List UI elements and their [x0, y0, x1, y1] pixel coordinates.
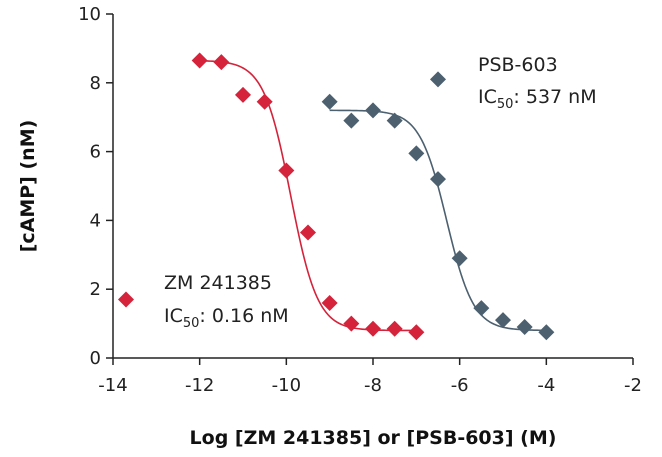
- zm241385-ic50-value: : 0.16 nM: [199, 305, 288, 327]
- y-tick-label: 8: [90, 73, 101, 94]
- x-tick-label: -2: [624, 375, 642, 396]
- x-ticks: -14 -12 -10 -8 -6 -4 -2: [98, 358, 642, 396]
- psb603-legend-name: PSB-603: [478, 54, 558, 76]
- x-tick-label: -6: [451, 375, 469, 396]
- psb603-ic50-prefix: IC: [478, 86, 497, 108]
- data-point-zm241385: [365, 320, 381, 337]
- legend-marker-psb603: [430, 71, 446, 88]
- data-point-psb603: [451, 250, 468, 267]
- x-tick-label: -10: [272, 375, 301, 396]
- data-point-zm241385: [256, 93, 273, 110]
- data-point-zm241385: [386, 320, 403, 337]
- data-point-psb603: [495, 312, 511, 329]
- data-point-psb603: [386, 112, 403, 129]
- data-point-psb603: [473, 300, 490, 317]
- data-point-psb603: [321, 93, 338, 110]
- data-point-zm241385: [408, 324, 425, 341]
- data-point-psb603: [516, 319, 533, 336]
- psb603-legend-ic50: IC50: 537 nM: [478, 86, 597, 112]
- x-axis-title: Log [ZM 241385] or [PSB-603] (M): [190, 427, 557, 449]
- x-tick-label: -4: [537, 375, 555, 396]
- data-point-zm241385: [300, 224, 316, 241]
- x-tick-label: -8: [364, 375, 382, 396]
- data-points: [118, 52, 555, 341]
- zm241385-ic50-prefix: IC: [164, 305, 183, 327]
- fit-curve-zm241385: [199, 59, 417, 332]
- zm241385-ic50-subscript: 50: [183, 316, 200, 331]
- data-point-psb603: [365, 102, 381, 119]
- data-point-psb603: [343, 112, 360, 129]
- psb603-ic50-subscript: 50: [497, 97, 514, 112]
- legend: ZM 241385 IC50: 0.16 nM PSB-603 IC50: 53…: [164, 54, 597, 331]
- y-ticks: 0 2 4 6 8 10: [78, 4, 113, 369]
- x-tick-label: -14: [98, 375, 127, 396]
- zm241385-legend-name: ZM 241385: [164, 272, 272, 294]
- data-point-zm241385: [235, 86, 251, 103]
- data-point-psb603: [408, 145, 425, 162]
- y-tick-label: 2: [90, 279, 101, 300]
- data-point-zm241385: [278, 162, 295, 179]
- x-tick-label: -12: [185, 375, 214, 396]
- legend-marker-zm241385: [118, 291, 134, 308]
- data-point-zm241385: [343, 315, 360, 332]
- data-point-zm241385: [321, 294, 338, 311]
- fit-curve-psb603: [329, 109, 547, 332]
- data-point-zm241385: [191, 52, 208, 69]
- y-tick-label: 6: [90, 142, 101, 163]
- data-point-psb603: [538, 324, 555, 341]
- data-point-psb603: [430, 171, 446, 188]
- y-axis-title: [cAMP] (nM): [17, 120, 39, 253]
- y-tick-label: 0: [90, 348, 101, 369]
- zm241385-legend-ic50: IC50: 0.16 nM: [164, 305, 289, 331]
- y-tick-label: 4: [90, 210, 101, 231]
- psb603-ic50-value: : 537 nM: [513, 86, 596, 108]
- y-tick-label: 10: [78, 4, 101, 25]
- data-point-zm241385: [213, 54, 230, 71]
